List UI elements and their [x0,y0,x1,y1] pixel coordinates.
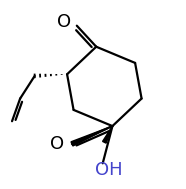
Text: OH: OH [95,161,123,179]
Polygon shape [103,126,112,143]
Text: O: O [57,13,71,31]
Polygon shape [71,126,112,146]
Text: O: O [50,135,64,153]
